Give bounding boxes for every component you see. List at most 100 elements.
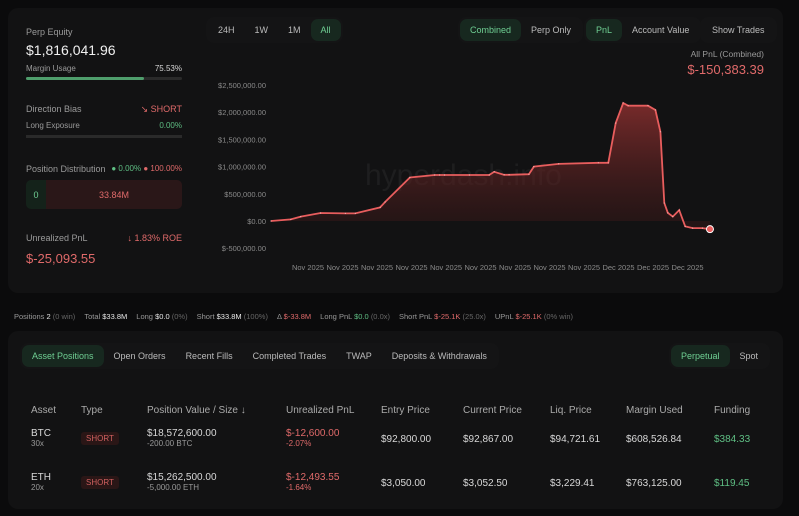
col-liq-price[interactable]: Liq. Price xyxy=(550,405,592,416)
data-point xyxy=(270,220,272,222)
data-point xyxy=(558,163,560,165)
stat-value: $0.0 xyxy=(354,312,369,321)
position-size: -5,000.00 ETH xyxy=(147,483,200,492)
data-point xyxy=(528,173,530,175)
x-tick-label: Nov 2025 xyxy=(361,263,393,272)
margin-usage-bar xyxy=(26,77,182,80)
mode-combined[interactable]: Combined xyxy=(460,19,522,41)
entry-price: $92,800.00 xyxy=(381,434,432,445)
metric-account-value[interactable]: Account Value xyxy=(632,25,690,35)
col-type[interactable]: Type xyxy=(81,405,103,416)
range-24h[interactable]: 24H xyxy=(218,25,235,35)
position-size: -200.00 BTC xyxy=(147,439,193,448)
stat-value: $-25.1K xyxy=(515,312,542,321)
stat-value: $0.0 xyxy=(155,312,170,321)
roe-value: 1.83% ROE xyxy=(134,233,182,243)
data-point xyxy=(444,174,446,176)
pnl-pct: -1.64% xyxy=(286,483,312,492)
col-margin-used[interactable]: Margin Used xyxy=(626,405,683,416)
short-value: 33.84M xyxy=(46,180,182,209)
margin-usage-value: 75.53% xyxy=(154,64,182,73)
show-trades-button[interactable]: Show Trades xyxy=(712,25,765,35)
margin-used: $763,125.00 xyxy=(626,478,682,489)
stat-value: $33.8M xyxy=(216,312,242,321)
long-exposure-value: 0.00% xyxy=(159,121,182,130)
metric-selector: PnL Account Value xyxy=(584,17,702,43)
col-unrealized-pnl[interactable]: Unrealized PnL xyxy=(286,405,355,416)
col-position-value[interactable]: Position Value / Size ↓ xyxy=(147,405,246,416)
data-point xyxy=(354,212,356,214)
pnl-chart[interactable]: hyperdash.info $2,500,000.00$2,000,000.0… xyxy=(0,0,799,290)
stat-label: Positions xyxy=(14,312,45,321)
x-tick-label: Nov 2025 xyxy=(499,263,531,272)
stats-bar: Positions 2 (0 win) Total $33.8M Long $0.… xyxy=(14,312,573,321)
y-tick-label: $1,000,000.00 xyxy=(218,163,266,172)
unrealized-pnl-label: Unrealized PnL xyxy=(26,233,88,243)
funding: $119.45 xyxy=(714,478,750,489)
stat-label: Long PnL xyxy=(320,312,353,321)
range-1m[interactable]: 1M xyxy=(288,25,301,35)
stat-value: $-33.8M xyxy=(283,312,312,321)
stat-extra: (0.0x) xyxy=(370,312,390,321)
tab-completed-trades[interactable]: Completed Trades xyxy=(252,351,327,361)
metric-pnl[interactable]: PnL xyxy=(586,19,623,41)
type-badge: SHORT xyxy=(81,432,119,445)
tab-recent-fills[interactable]: Recent Fills xyxy=(185,351,233,361)
tab-open-orders[interactable]: Open Orders xyxy=(113,351,166,361)
stat-item: Positions 2 (0 win) xyxy=(14,312,75,321)
data-point xyxy=(379,206,381,208)
table-row[interactable]: ETH 20x SHORT $15,262,500.00 -5,000.00 ETH… xyxy=(31,472,771,516)
data-point xyxy=(678,209,680,211)
position-value: $18,572,600.00 xyxy=(147,428,217,439)
funding: $384.33 xyxy=(714,434,751,445)
stat-item: Δ $-33.8M xyxy=(277,312,311,321)
x-tick-label: Dec 2025 xyxy=(671,263,703,272)
unrealized-pnl-value: $-25,093.55 xyxy=(26,251,96,266)
data-point xyxy=(654,109,657,111)
margin-usage-label: Margin Usage xyxy=(26,64,76,73)
stat-item: Total $33.8M xyxy=(84,312,127,321)
data-point xyxy=(493,171,495,173)
range-all[interactable]: All xyxy=(310,19,341,41)
range-1w[interactable]: 1W xyxy=(254,25,269,35)
mode-perp-only[interactable]: Perp Only xyxy=(531,25,572,35)
summary-panel: Perp Equity $1,816,041.96 Margin Usage 7… xyxy=(26,27,182,266)
tab-perpetual[interactable]: Perpetual xyxy=(671,345,730,367)
stat-value: 2 xyxy=(46,312,51,321)
perp-equity-label: Perp Equity xyxy=(26,27,73,37)
mode-selector: Combined Perp Only xyxy=(458,17,584,43)
y-tick-label: $-500,000.00 xyxy=(222,244,266,253)
data-point xyxy=(701,227,704,229)
data-point xyxy=(667,212,669,214)
col-current-price[interactable]: Current Price xyxy=(463,405,522,416)
tab-deposits-withdrawals[interactable]: Deposits & Withdrawals xyxy=(391,351,487,361)
data-point xyxy=(659,131,661,133)
position-distribution-label: Position Distribution xyxy=(26,164,106,174)
stat-item: Long PnL $0.0 (0.0x) xyxy=(320,312,390,321)
range-selector: 24H 1W 1M All xyxy=(206,17,343,43)
data-point xyxy=(607,162,609,164)
x-tick-label: Nov 2025 xyxy=(326,263,358,272)
stat-label: Total xyxy=(84,312,101,321)
tab-spot[interactable]: Spot xyxy=(739,351,759,361)
tab-twap[interactable]: TWAP xyxy=(346,351,372,361)
type-badge: SHORT xyxy=(81,476,119,489)
tab-asset-positions[interactable]: Asset Positions xyxy=(22,345,104,367)
table-row[interactable]: BTC 30x SHORT $18,572,600.00 -200.00 BTC $… xyxy=(31,428,771,472)
data-point xyxy=(488,174,490,176)
col-funding[interactable]: Funding xyxy=(714,405,751,416)
show-trades-wrap: Show Trades xyxy=(700,17,777,43)
data-point xyxy=(597,162,599,164)
data-point xyxy=(290,218,292,220)
col-asset[interactable]: Asset xyxy=(31,405,57,416)
stat-label: Δ xyxy=(276,312,282,321)
data-point xyxy=(384,201,386,203)
pnl-pct: -2.07% xyxy=(286,439,312,448)
x-tick-label: Nov 2025 xyxy=(292,263,324,272)
liq-price: $94,721.61 xyxy=(550,434,601,445)
asset: BTC xyxy=(31,428,51,439)
stat-item: Short PnL $-25.1K (25.0x) xyxy=(399,312,486,321)
col-entry-price[interactable]: Entry Price xyxy=(381,405,430,416)
data-point xyxy=(622,102,624,104)
stat-extra: (0 win) xyxy=(52,312,76,321)
